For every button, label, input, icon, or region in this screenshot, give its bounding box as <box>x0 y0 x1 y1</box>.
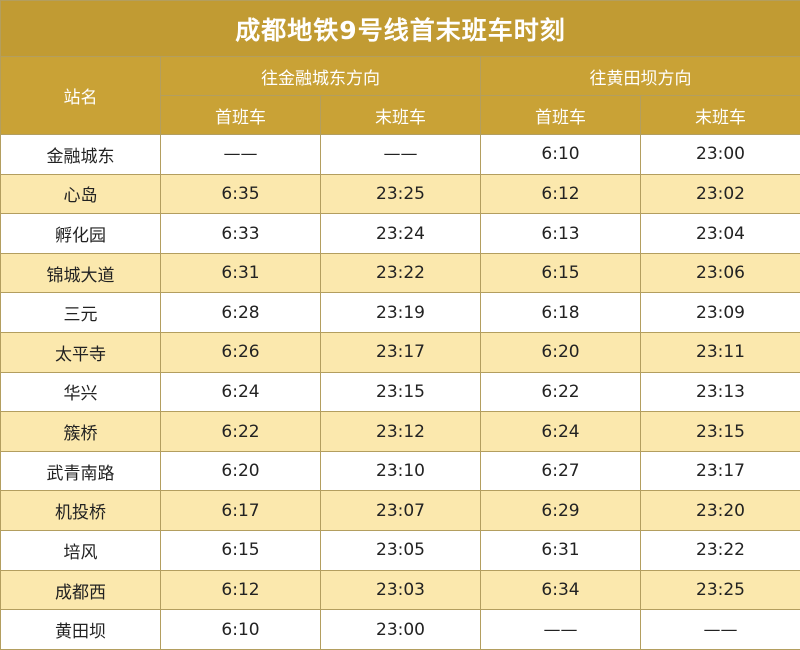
first-train-time-cell: 6:15 <box>160 530 321 571</box>
last-train-time-cell: 23:00 <box>640 134 800 175</box>
last-train-time-cell: 23:24 <box>320 213 481 254</box>
station-name-cell: 机投桥 <box>0 490 161 532</box>
last-train-time-cell: 23:17 <box>640 450 800 492</box>
table-row: 锦城大道 6:31 23:22 6:15 23:06 <box>0 252 800 294</box>
last-train-time-cell: 23:05 <box>320 530 481 571</box>
first-train-time-cell: 6:24 <box>160 371 321 413</box>
first-train-time-cell: 6:12 <box>480 173 641 215</box>
last-train-time-cell: 23:20 <box>640 490 800 532</box>
table-row: 孵化园 6:33 23:24 6:13 23:04 <box>0 213 800 254</box>
table-title: 成都地铁9号线首末班车时刻 <box>0 0 800 57</box>
table-row: 簇桥 6:22 23:12 6:24 23:15 <box>0 411 800 452</box>
station-name-cell: 簇桥 <box>0 411 161 452</box>
station-name-cell: 锦城大道 <box>0 252 161 294</box>
table-row: 华兴 6:24 23:15 6:22 23:13 <box>0 371 800 413</box>
last-train-time-cell: 23:03 <box>320 569 481 611</box>
direction-header-jinrongchengdong: 往金融城东方向 <box>160 56 481 96</box>
station-name-cell: 成都西 <box>0 569 161 611</box>
first-train-time-cell: 6:20 <box>160 450 321 492</box>
last-train-time-cell: 23:06 <box>640 252 800 294</box>
last-train-time-cell: 23:22 <box>320 252 481 294</box>
last-train-time-cell: 23:04 <box>640 213 800 254</box>
first-train-header: 首班车 <box>480 95 641 135</box>
first-train-time-cell: 6:22 <box>160 411 321 452</box>
last-train-time-cell: 23:02 <box>640 173 800 215</box>
first-train-time-cell: 6:20 <box>480 332 641 373</box>
first-train-time-cell: 6:10 <box>480 134 641 175</box>
table-row: 太平寺 6:26 23:17 6:20 23:11 <box>0 332 800 373</box>
last-train-time-cell: 23:22 <box>640 530 800 571</box>
station-name-cell: 华兴 <box>0 371 161 413</box>
first-train-header: 首班车 <box>160 95 321 135</box>
first-train-time-cell: 6:12 <box>160 569 321 611</box>
table-row: 心岛 6:35 23:25 6:12 23:02 <box>0 173 800 215</box>
direction-header-huangtianba: 往黄田坝方向 <box>480 56 800 96</box>
station-name-cell: 黄田坝 <box>0 609 161 650</box>
first-train-time-cell: 6:15 <box>480 252 641 294</box>
first-train-time-cell: 6:33 <box>160 213 321 254</box>
first-train-time-cell: 6:35 <box>160 173 321 215</box>
last-train-time-cell: 23:10 <box>320 450 481 492</box>
table-row: 成都西 6:12 23:03 6:34 23:25 <box>0 569 800 611</box>
first-train-time-cell: 6:28 <box>160 292 321 334</box>
station-name-cell: 金融城东 <box>0 134 161 175</box>
first-train-time-cell: 6:10 <box>160 609 321 650</box>
first-train-time-cell: 6:18 <box>480 292 641 334</box>
first-train-time-cell: 6:34 <box>480 569 641 611</box>
last-train-time-cell: 23:25 <box>640 569 800 611</box>
first-train-time-cell: 6:13 <box>480 213 641 254</box>
last-train-time-cell: 23:17 <box>320 332 481 373</box>
first-train-time-cell: 6:31 <box>160 252 321 294</box>
last-train-time-cell: 23:11 <box>640 332 800 373</box>
first-train-time-cell: 6:29 <box>480 490 641 532</box>
table-row: 机投桥 6:17 23:07 6:29 23:20 <box>0 490 800 532</box>
last-train-header: 末班车 <box>320 95 481 135</box>
first-train-time-cell: —— <box>160 134 321 175</box>
table-row: 武青南路 6:20 23:10 6:27 23:17 <box>0 450 800 492</box>
last-train-time-cell: —— <box>320 134 481 175</box>
station-name-cell: 心岛 <box>0 173 161 215</box>
last-train-time-cell: 23:25 <box>320 173 481 215</box>
last-train-time-cell: 23:07 <box>320 490 481 532</box>
last-train-time-cell: —— <box>640 609 800 650</box>
station-name-cell: 武青南路 <box>0 450 161 492</box>
station-name-cell: 孵化园 <box>0 213 161 254</box>
first-train-time-cell: 6:24 <box>480 411 641 452</box>
first-train-time-cell: 6:17 <box>160 490 321 532</box>
last-train-time-cell: 23:00 <box>320 609 481 650</box>
first-train-time-cell: 6:26 <box>160 332 321 373</box>
table-row: 培风 6:15 23:05 6:31 23:22 <box>0 530 800 571</box>
table-row: 金融城东 —— —— 6:10 23:00 <box>0 134 800 175</box>
station-name-cell: 太平寺 <box>0 332 161 373</box>
timetable-body: 金融城东 —— —— 6:10 23:00 心岛 6:35 23:25 6:12… <box>0 134 800 650</box>
last-train-time-cell: 23:09 <box>640 292 800 334</box>
table-row: 黄田坝 6:10 23:00 —— —— <box>0 609 800 650</box>
first-train-time-cell: 6:22 <box>480 371 641 413</box>
last-train-time-cell: 23:12 <box>320 411 481 452</box>
last-train-time-cell: 23:15 <box>640 411 800 452</box>
first-train-time-cell: 6:27 <box>480 450 641 492</box>
first-train-time-cell: 6:31 <box>480 530 641 571</box>
last-train-time-cell: 23:19 <box>320 292 481 334</box>
last-train-time-cell: 23:13 <box>640 371 800 413</box>
first-train-time-cell: —— <box>480 609 641 650</box>
station-name-cell: 三元 <box>0 292 161 334</box>
station-column-header: 站名 <box>0 56 161 135</box>
table-row: 三元 6:28 23:19 6:18 23:09 <box>0 292 800 334</box>
station-name-cell: 培风 <box>0 530 161 571</box>
last-train-time-cell: 23:15 <box>320 371 481 413</box>
last-train-header: 末班车 <box>640 95 800 135</box>
